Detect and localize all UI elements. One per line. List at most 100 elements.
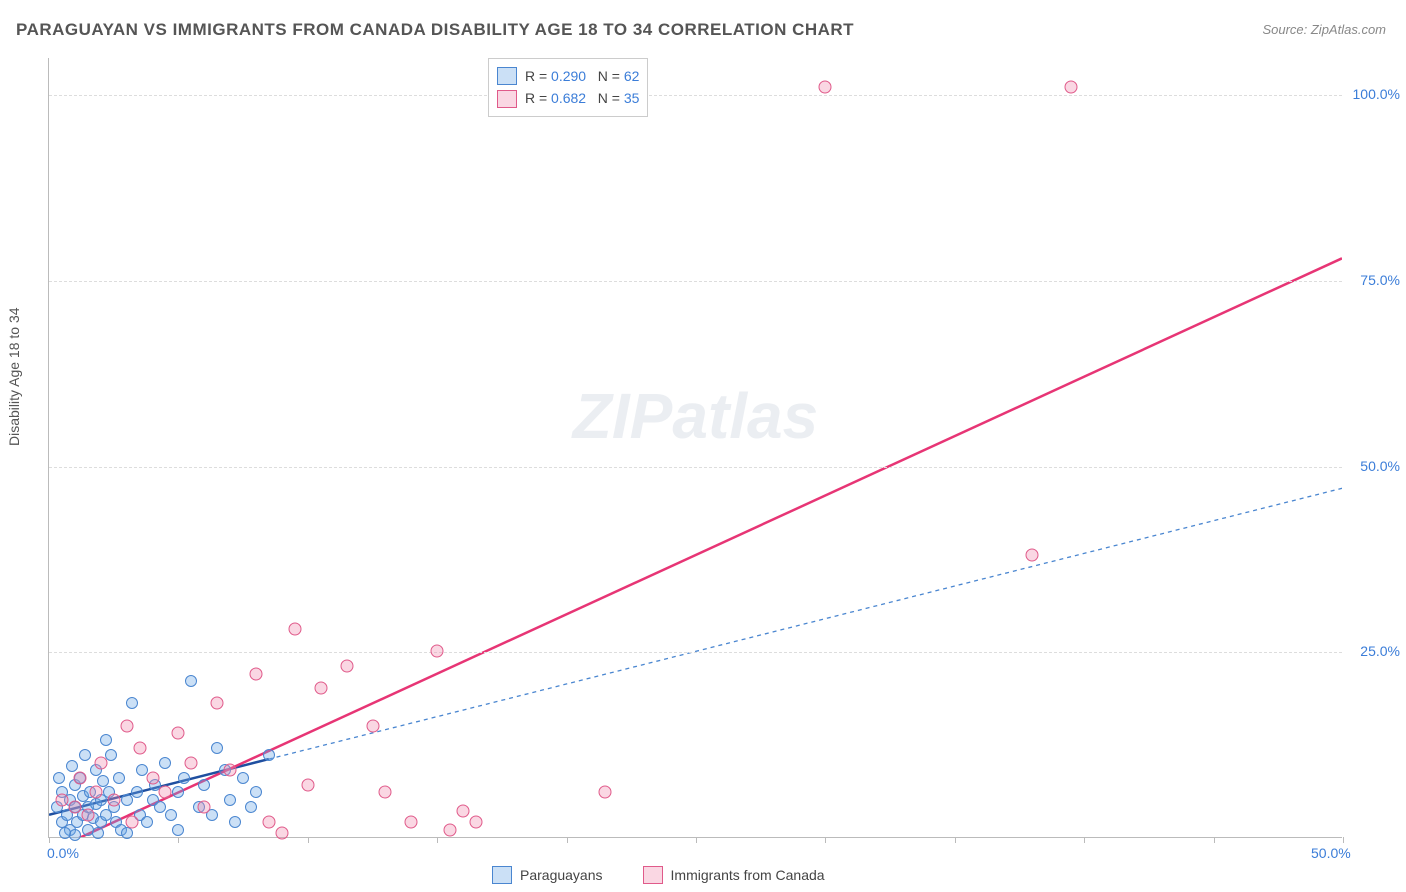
scatter-point [100, 809, 112, 821]
series-legend: Paraguayans Immigrants from Canada [492, 866, 825, 884]
scatter-point [206, 809, 218, 821]
source-attribution: Source: ZipAtlas.com [1262, 22, 1386, 37]
scatter-point [224, 794, 236, 806]
scatter-point [61, 809, 73, 821]
scatter-point [107, 793, 120, 806]
scatter-point [105, 749, 117, 761]
scatter-point [74, 771, 87, 784]
scatter-point [245, 801, 257, 813]
x-tick [308, 837, 309, 843]
scatter-point [198, 779, 210, 791]
scatter-point [113, 772, 125, 784]
scatter-point [95, 794, 107, 806]
scatter-point [69, 779, 81, 791]
scatter-point [1026, 548, 1039, 561]
scatter-point [263, 749, 275, 761]
correlation-legend-box: R = 0.290 N = 62R = 0.682 N = 35 [488, 58, 648, 117]
legend-item: Immigrants from Canada [643, 866, 825, 884]
scatter-point [66, 760, 78, 772]
legend-row: R = 0.290 N = 62 [497, 65, 639, 87]
scatter-point [172, 786, 184, 798]
scatter-point [121, 794, 133, 806]
scatter-point [74, 772, 86, 784]
plot-area: ZIPatlas 25.0%50.0%75.0%100.0%0.0%50.0% [48, 58, 1342, 838]
scatter-point [59, 827, 71, 839]
scatter-point [71, 816, 83, 828]
gridline-horizontal [49, 281, 1342, 282]
scatter-point [146, 771, 159, 784]
scatter-point [68, 801, 81, 814]
scatter-point [172, 727, 185, 740]
gridline-horizontal [49, 467, 1342, 468]
x-tick [567, 837, 568, 843]
scatter-point [185, 675, 197, 687]
y-tick-label: 50.0% [1360, 458, 1400, 474]
chart-title: PARAGUAYAN VS IMMIGRANTS FROM CANADA DIS… [16, 20, 854, 40]
scatter-point [211, 697, 224, 710]
scatter-point [147, 794, 159, 806]
scatter-point [136, 764, 148, 776]
scatter-point [159, 757, 171, 769]
scatter-point [77, 809, 89, 821]
scatter-point [444, 823, 457, 836]
scatter-point [103, 786, 115, 798]
scatter-point [89, 786, 102, 799]
scatter-point [301, 779, 314, 792]
scatter-point [172, 824, 184, 836]
legend-swatch [497, 90, 517, 108]
scatter-point [79, 749, 91, 761]
trend-line [49, 258, 1342, 837]
y-axis-label: Disability Age 18 to 34 [6, 307, 22, 446]
scatter-point [69, 801, 81, 813]
x-tick [1214, 837, 1215, 843]
scatter-point [97, 775, 109, 787]
scatter-point [121, 827, 133, 839]
legend-stats: R = 0.682 N = 35 [525, 87, 639, 109]
scatter-point [219, 764, 231, 776]
scatter-point [198, 801, 211, 814]
scatter-point [211, 742, 223, 754]
scatter-point [159, 786, 172, 799]
scatter-point [237, 772, 249, 784]
x-tick [437, 837, 438, 843]
scatter-point [94, 756, 107, 769]
scatter-point [108, 801, 120, 813]
scatter-point [340, 660, 353, 673]
scatter-point [262, 816, 275, 829]
legend-label: Immigrants from Canada [671, 867, 825, 883]
scatter-point [125, 816, 138, 829]
scatter-point [470, 816, 483, 829]
scatter-point [90, 798, 102, 810]
x-tick [178, 837, 179, 843]
scatter-point [178, 772, 190, 784]
scatter-point [115, 824, 127, 836]
scatter-point [457, 805, 470, 818]
legend-stats: R = 0.290 N = 62 [525, 65, 639, 87]
scatter-point [250, 667, 263, 680]
x-tick [825, 837, 826, 843]
scatter-point [193, 801, 205, 813]
legend-swatch [492, 866, 512, 884]
scatter-point [599, 786, 612, 799]
x-tick [696, 837, 697, 843]
gridline-horizontal [49, 652, 1342, 653]
scatter-point [95, 816, 107, 828]
scatter-point [405, 816, 418, 829]
scatter-point [366, 719, 379, 732]
scatter-point [250, 786, 262, 798]
y-tick-label: 75.0% [1360, 272, 1400, 288]
watermark-text: ZIPatlas [573, 379, 818, 453]
scatter-point [149, 779, 161, 791]
scatter-point [56, 816, 68, 828]
scatter-point [379, 786, 392, 799]
chart-container: PARAGUAYAN VS IMMIGRANTS FROM CANADA DIS… [0, 0, 1406, 892]
scatter-point [185, 756, 198, 769]
scatter-point [314, 682, 327, 695]
scatter-point [87, 812, 99, 824]
scatter-point [69, 829, 81, 841]
scatter-point [224, 764, 237, 777]
legend-swatch [497, 67, 517, 85]
legend-label: Paraguayans [520, 867, 603, 883]
scatter-point [53, 772, 65, 784]
scatter-point [56, 786, 68, 798]
